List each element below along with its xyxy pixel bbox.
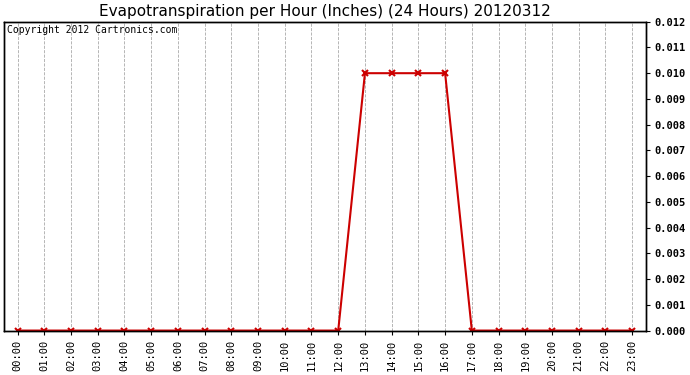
Text: Copyright 2012 Cartronics.com: Copyright 2012 Cartronics.com: [8, 25, 178, 35]
Title: Evapotranspiration per Hour (Inches) (24 Hours) 20120312: Evapotranspiration per Hour (Inches) (24…: [99, 4, 551, 19]
